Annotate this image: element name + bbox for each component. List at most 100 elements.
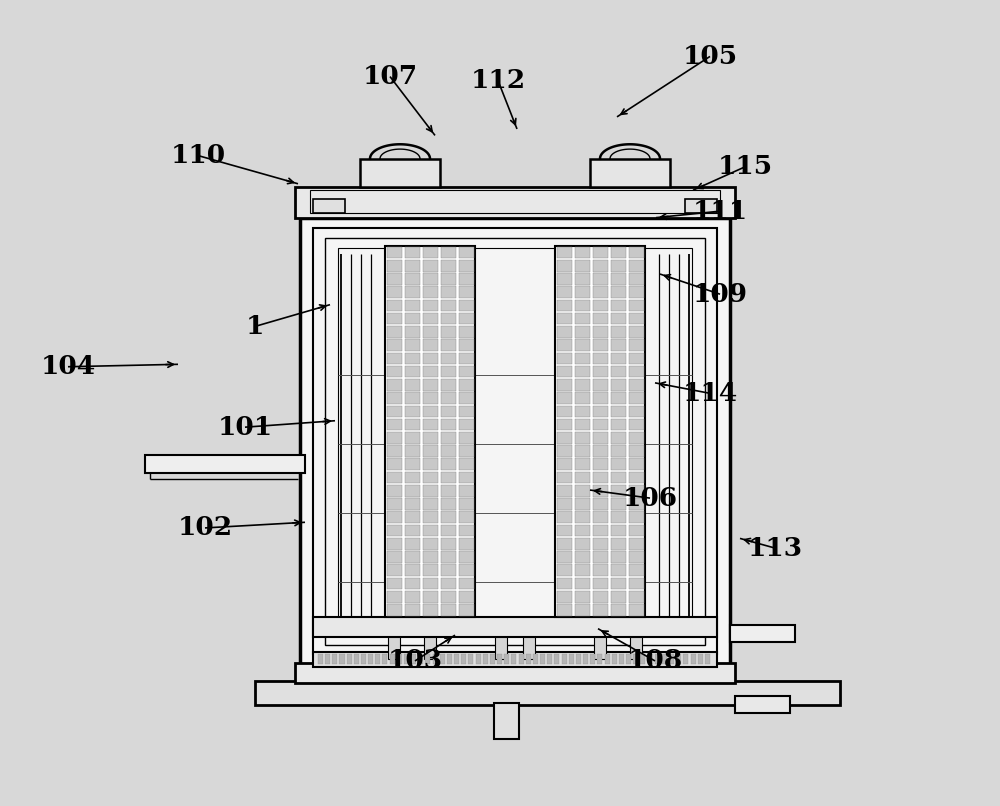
Bar (459, 578, 474, 589)
Bar (629, 300, 644, 311)
Bar (483, 654, 488, 664)
Bar (562, 654, 567, 664)
Bar (611, 512, 626, 523)
Bar (459, 591, 474, 603)
Bar (405, 247, 420, 258)
Bar (575, 419, 590, 430)
Bar (575, 578, 590, 589)
Bar (405, 459, 420, 470)
Bar (593, 551, 608, 563)
Bar (629, 273, 644, 285)
Bar (423, 352, 438, 364)
Bar (629, 472, 644, 484)
Bar (360, 159, 440, 187)
Bar (459, 313, 474, 325)
Bar (145, 455, 305, 472)
Bar (629, 498, 644, 510)
Bar (611, 525, 626, 536)
Bar (405, 286, 420, 298)
Bar (459, 326, 474, 338)
Bar (423, 604, 438, 616)
Bar (459, 604, 474, 616)
Bar (593, 498, 608, 510)
Bar (313, 198, 345, 213)
Bar (405, 591, 420, 603)
Bar (629, 352, 644, 364)
Bar (511, 654, 516, 664)
Bar (575, 564, 590, 576)
Bar (423, 459, 438, 470)
Bar (423, 445, 438, 457)
Text: 108: 108 (627, 648, 683, 674)
Text: 110: 110 (170, 143, 226, 168)
Bar (629, 313, 644, 325)
Bar (368, 654, 373, 664)
Bar (593, 445, 608, 457)
Bar (423, 366, 438, 377)
Bar (611, 393, 626, 404)
Bar (497, 654, 502, 664)
Bar (593, 286, 608, 298)
Bar (423, 260, 438, 272)
Bar (387, 393, 402, 404)
Bar (441, 405, 456, 418)
Bar (387, 339, 402, 351)
Bar (557, 313, 572, 325)
Bar (655, 654, 660, 664)
Bar (629, 551, 644, 563)
Bar (557, 393, 572, 404)
Bar (441, 393, 456, 404)
Bar (459, 379, 474, 391)
Bar (441, 352, 456, 364)
Bar (557, 352, 572, 364)
Bar (685, 198, 717, 213)
Bar (459, 512, 474, 523)
Bar (459, 485, 474, 496)
Bar (441, 445, 456, 457)
Bar (441, 512, 456, 523)
Bar (313, 228, 717, 654)
Bar (593, 393, 608, 404)
Bar (557, 512, 572, 523)
Bar (557, 432, 572, 443)
Bar (332, 654, 337, 664)
Bar (557, 459, 572, 470)
Bar (611, 379, 626, 391)
Bar (662, 654, 667, 664)
Bar (313, 617, 717, 637)
Bar (629, 485, 644, 496)
Bar (387, 300, 402, 311)
Bar (423, 286, 438, 298)
Bar (633, 654, 638, 664)
Bar (405, 498, 420, 510)
Bar (629, 432, 644, 443)
Bar (405, 445, 420, 457)
Bar (683, 654, 688, 664)
Bar (423, 273, 438, 285)
Bar (441, 247, 456, 258)
Bar (405, 366, 420, 377)
Bar (629, 419, 644, 430)
Bar (557, 551, 572, 563)
Bar (575, 286, 590, 298)
Bar (594, 637, 606, 659)
Bar (387, 485, 402, 496)
Bar (629, 339, 644, 351)
Bar (557, 286, 572, 298)
Bar (612, 654, 617, 664)
Bar (347, 654, 352, 664)
Bar (626, 654, 631, 664)
Bar (593, 379, 608, 391)
Bar (611, 419, 626, 430)
Bar (405, 273, 420, 285)
Bar (640, 654, 645, 664)
Bar (557, 578, 572, 589)
Bar (735, 696, 790, 713)
Bar (557, 273, 572, 285)
Bar (593, 472, 608, 484)
Bar (629, 326, 644, 338)
Bar (441, 379, 456, 391)
Bar (629, 366, 644, 377)
Bar (387, 525, 402, 536)
Bar (387, 405, 402, 418)
